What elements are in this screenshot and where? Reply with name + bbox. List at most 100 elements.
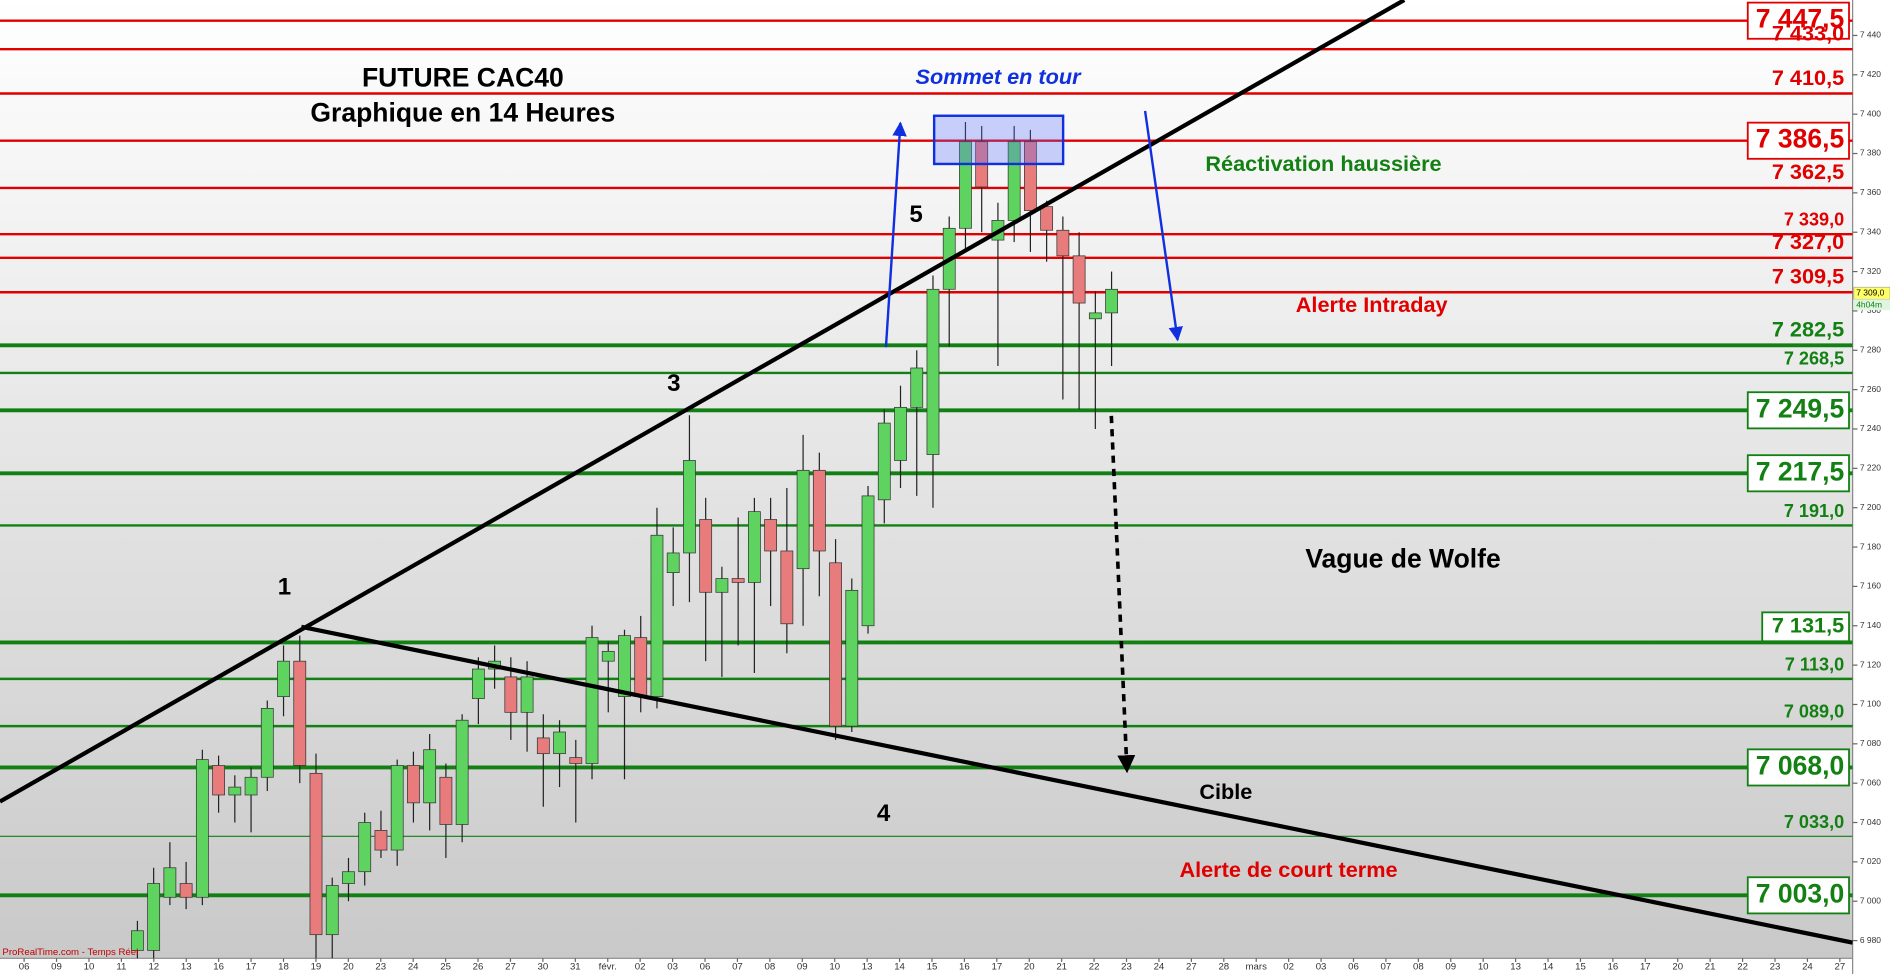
x-tick-label: 24 [1154, 961, 1165, 972]
y-tick-label: 7 320 [1860, 266, 1881, 276]
y-tick-label: 7 060 [1860, 777, 1881, 787]
chart-subtitle: Graphique en 14 Heures [310, 98, 615, 128]
x-tick-label: 16 [1608, 961, 1619, 972]
y-tick-label: 7 240 [1860, 423, 1881, 433]
drawings [0, 0, 1853, 945]
level-label: 7 217,5 [1756, 456, 1844, 486]
level-box [1746, 121, 1850, 160]
x-tick-label: 25 [440, 961, 451, 972]
x-tick-label: févr. [599, 961, 617, 972]
y-axis-strip [1852, 0, 1890, 974]
candle-body [1072, 255, 1086, 304]
wave-label: 1 [278, 574, 291, 601]
level-label: 7 191,0 [1784, 501, 1844, 521]
x-tick-label: 17 [1640, 961, 1651, 972]
y-tick-label: 7 340 [1860, 226, 1881, 236]
annotation: Vague de Wolfe [1305, 544, 1500, 574]
x-tick-label: 24 [1802, 961, 1813, 972]
level-box [1746, 1, 1850, 40]
x-tick-label: 27 [505, 961, 516, 972]
x-tick-label: 10 [1478, 961, 1489, 972]
x-tick-label: 30 [538, 961, 549, 972]
x-tick-label: 22 [1737, 961, 1748, 972]
candle-body [699, 519, 713, 593]
target-arrow [1109, 415, 1136, 774]
candle-body [1056, 229, 1070, 257]
y-tick-label: 7 180 [1860, 541, 1881, 551]
annotation: Sommet en tour [915, 64, 1082, 89]
candle-body [715, 578, 729, 593]
x-tick-label: mars [1246, 961, 1268, 972]
candle-body [439, 776, 453, 825]
candle-body [569, 757, 583, 764]
x-tick-label: 27 [1834, 961, 1845, 972]
x-tick-label: 03 [1316, 961, 1327, 972]
candle-body [650, 534, 664, 697]
x-tick-label: 19 [311, 961, 322, 972]
candle-body [358, 822, 372, 873]
x-tick-label: 18 [278, 961, 289, 972]
candle-body [747, 511, 761, 583]
candle-body [1105, 288, 1118, 314]
candle-body [861, 495, 875, 627]
candle-body [293, 660, 307, 766]
candle-body [845, 589, 859, 727]
x-tick-label: 02 [635, 961, 646, 972]
x-tick-label: 17 [991, 961, 1002, 972]
chart-title: FUTURE CAC40 [362, 63, 564, 93]
candle-body [585, 637, 599, 764]
candle-body [1024, 141, 1037, 211]
candle-body [780, 550, 794, 625]
y-tick-label: 7 400 [1860, 108, 1881, 118]
y-tick-label: 7 000 [1860, 895, 1881, 905]
y-tick-label: 7 020 [1860, 856, 1881, 866]
candle-body [829, 562, 842, 727]
plot-background [0, 0, 1853, 959]
wave-label: 4 [877, 800, 891, 827]
level-label: 7 447,5 [1756, 4, 1844, 34]
candle-body [309, 772, 323, 936]
candle-body [683, 460, 696, 554]
candle-body [195, 759, 209, 898]
y-tick-label: 7 280 [1860, 345, 1881, 355]
x-tick-label: 07 [732, 961, 743, 972]
x-tick-label: 03 [667, 961, 678, 972]
y-tick-label: 7 440 [1860, 30, 1881, 40]
y-tick-label: 7 380 [1860, 148, 1881, 158]
x-tick-label: 10 [84, 961, 95, 972]
level-box [1746, 748, 1850, 787]
level-label: 7 113,0 [1785, 654, 1844, 674]
x-tick-label: 15 [927, 961, 938, 972]
level-label: 7 362,5 [1772, 159, 1844, 184]
x-tick-label: 08 [1413, 961, 1424, 972]
x-tick-label: 02 [1283, 961, 1294, 972]
level-label: 7 268,5 [1784, 348, 1844, 368]
x-tick-label: 11 [116, 961, 126, 972]
candle-body [910, 367, 924, 408]
candle-body [163, 867, 177, 898]
candle-body [812, 469, 826, 552]
y-tick-label: 7 160 [1860, 581, 1881, 591]
level-label: 7 339,0 [1784, 210, 1844, 230]
x-tick-label: 28 [1218, 961, 1229, 972]
x-tick-label: 22 [1089, 961, 1100, 972]
x-axis-strip [0, 958, 1853, 974]
y-tick-label: 7 300 [1860, 305, 1881, 315]
y-tick-label: 7 360 [1860, 187, 1881, 197]
candle-body [764, 519, 778, 552]
x-tick-label: 23 [1121, 961, 1132, 972]
candle-body [147, 883, 161, 951]
candle-body [244, 776, 258, 796]
level-label: 7 249,5 [1756, 393, 1844, 423]
candle-body [390, 765, 404, 851]
trend-line [0, 0, 1406, 804]
candles [131, 122, 1118, 959]
y-tick-label: 7 140 [1860, 620, 1881, 630]
y-tick-label: 7 420 [1860, 69, 1881, 79]
x-tick-label: 09 [797, 961, 808, 972]
candle-body [601, 650, 615, 662]
y-tick-label: 7 080 [1860, 738, 1881, 748]
candle-body [342, 871, 355, 884]
wave-label: 5 [909, 201, 922, 228]
